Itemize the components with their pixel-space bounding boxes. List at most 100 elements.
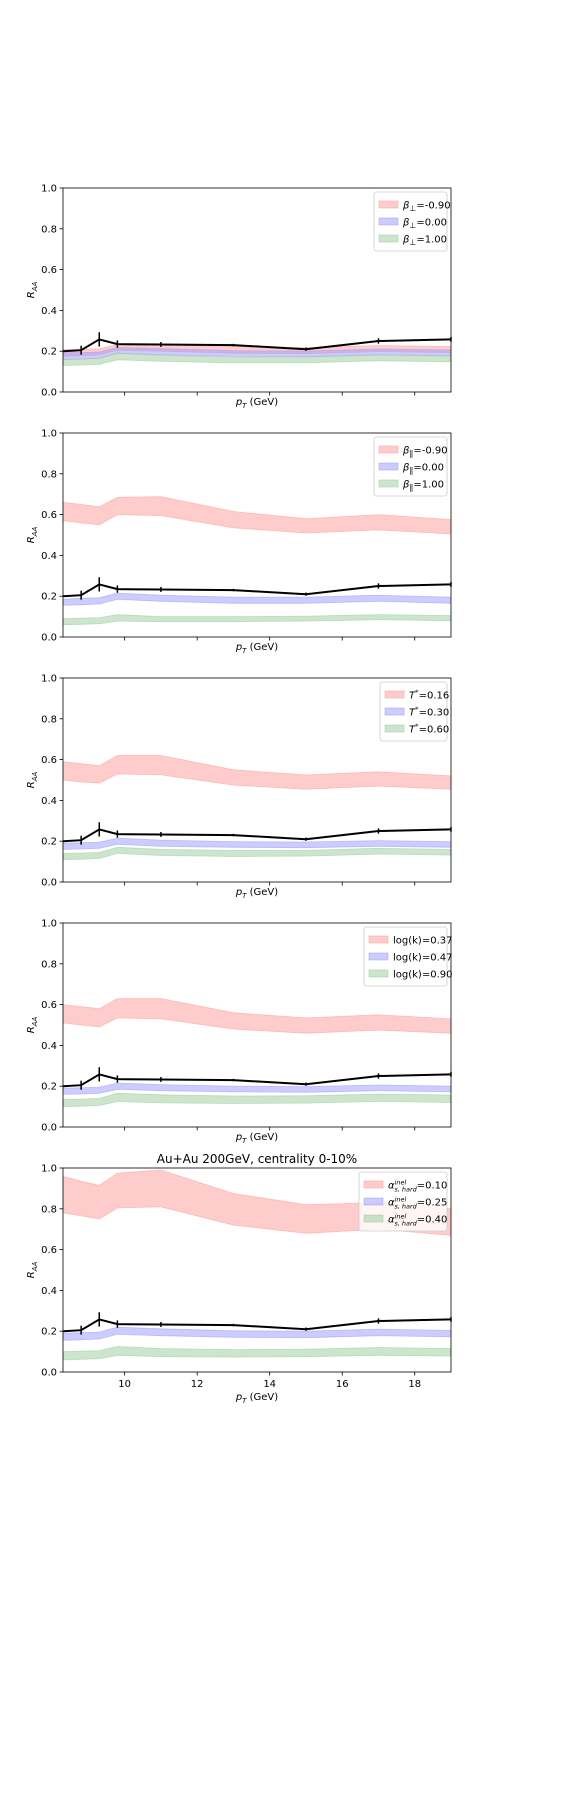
legend-entry: log(k)=0.47	[393, 953, 452, 964]
band-1	[63, 1169, 451, 1236]
legend-swatch	[368, 952, 389, 961]
band-2	[63, 592, 451, 606]
x-axis-label: pT (GeV)	[235, 397, 278, 410]
y-axis-label: RAA	[26, 772, 39, 789]
y-tick-label: 1.0	[41, 1164, 57, 1175]
band-2	[63, 1082, 451, 1095]
y-tick-label: 1.0	[41, 919, 57, 930]
legend-swatch	[378, 445, 399, 454]
y-tick-label: 0.6	[41, 265, 57, 276]
y-tick-label: 0.6	[41, 1245, 57, 1256]
x-axis-label: pT (GeV)	[235, 887, 278, 900]
subplot-4: 0.0 0.2 0.4 0.6 0.8 1.0 pT (GeV) RAA log(k)=0.37…	[26, 919, 452, 1146]
y-tick-label: 0.2	[41, 837, 57, 848]
legend-entry: β∥=-0.90	[402, 446, 448, 459]
y-axis-label: RAA	[26, 1262, 39, 1279]
legend-entry: β∥=1.00	[402, 480, 444, 493]
legend-swatch	[363, 1214, 384, 1223]
y-tick-label: 1.0	[41, 674, 57, 685]
axes-frame	[62, 1167, 452, 1373]
legend-entry: αinel s, hard=0.10	[388, 1179, 447, 1194]
y-tick-label: 0.6	[41, 755, 57, 766]
legend: β⊥=-0.90 β⊥=0.00 β⊥=1.00	[373, 191, 451, 252]
y-axis-label: RAA	[26, 282, 39, 299]
y-tick-label: 1.0	[41, 184, 57, 195]
y-axis-label: RAA	[26, 1017, 39, 1034]
legend-entry: T*=0.30	[409, 706, 449, 719]
legend: log(k)=0.37 log(k)=0.47 log(k)=0.90	[363, 926, 452, 987]
chart-title: Au+Au 200GeV, centrality 0-10%	[157, 1152, 357, 1166]
x-tick-label: 16	[336, 1379, 349, 1390]
legend-swatch	[378, 217, 399, 226]
band-3	[63, 352, 451, 366]
legend: β∥=-0.90 β∥=0.00 β∥=1.00	[373, 436, 448, 497]
legend-swatch	[378, 462, 399, 471]
y-tick-label: 0.6	[41, 510, 57, 521]
legend: T*=0.16 T*=0.30 T*=0.60	[379, 681, 449, 742]
y-tick-label: 0.4	[41, 1041, 57, 1052]
y-tick-label: 0.8	[41, 1204, 57, 1215]
legend-entry: β∥=0.00	[402, 463, 444, 476]
legend-swatch	[384, 707, 405, 716]
band-3	[63, 614, 451, 626]
band-3	[63, 1346, 451, 1361]
axes-frame	[62, 432, 452, 638]
band-1	[63, 755, 451, 790]
legend-entry: β⊥=-0.90	[402, 201, 451, 214]
y-tick-label: 0.4	[41, 551, 57, 562]
y-tick-label: 0.2	[41, 347, 57, 358]
legend-swatch	[378, 234, 399, 243]
axes-frame	[62, 677, 452, 883]
subplot-5: 0.0 0.2 0.4 0.6 0.8 1.0 10 12 14 16 18 pT (GeV) RAA A…	[26, 1152, 452, 1405]
y-tick-label: 0.8	[41, 959, 57, 970]
legend-swatch	[368, 935, 389, 944]
y-tick-label: 0.8	[41, 224, 57, 235]
band-3	[63, 846, 451, 861]
legend-swatch	[378, 479, 399, 488]
x-tick-label: 14	[263, 1379, 276, 1390]
x-tick-label: 18	[408, 1379, 421, 1390]
band-3	[63, 1092, 451, 1108]
y-tick-label: 0.4	[41, 796, 57, 807]
legend-swatch	[378, 200, 399, 209]
band-1	[63, 998, 451, 1034]
legend-entry: log(k)=0.90	[393, 970, 452, 981]
legend-swatch	[363, 1180, 384, 1189]
subplot-1: 0.00.20.40.60.81.0pT (GeV)RAAβ⊥=-0.90β⊥=…	[26, 184, 452, 410]
x-tick-label: 12	[191, 1379, 204, 1390]
legend-entry: T*=0.16	[409, 689, 449, 702]
y-tick-label: 0.0	[41, 878, 57, 889]
legend-swatch	[384, 690, 405, 699]
legend-entry: T*=0.60	[409, 723, 449, 736]
legend: αinel s, hard=0.10 αinel s, hard=0.25 αinel s…	[358, 1171, 447, 1232]
y-tick-label: 0.6	[41, 1000, 57, 1011]
y-tick-label: 0.4	[41, 306, 57, 317]
y-tick-label: 0.2	[41, 592, 57, 603]
legend-swatch	[368, 969, 389, 978]
y-tick-label: 0.0	[41, 388, 57, 399]
legend-swatch	[363, 1197, 384, 1206]
legend-entry: β⊥=1.00	[402, 235, 447, 248]
y-tick-label: 0.0	[41, 1123, 57, 1134]
x-axis-label: pT (GeV)	[235, 1132, 278, 1145]
y-tick-label: 0.2	[41, 1327, 57, 1338]
x-axis-label: pT (GeV)	[235, 1392, 278, 1405]
x-tick-label: 10	[118, 1379, 131, 1390]
legend-entry: αinel s, hard=0.25	[388, 1196, 447, 1211]
y-tick-label: 0.2	[41, 1082, 57, 1093]
band-2	[63, 1326, 451, 1341]
y-tick-label: 0.8	[41, 469, 57, 480]
subplot-3: 0.00.20.40.60.81.0pT (GeV)RAAT*=0.16T*=0…	[26, 674, 452, 900]
y-axis-label: RAA	[26, 527, 39, 544]
legend-entry: β⊥=0.00	[402, 218, 447, 231]
band-1	[63, 496, 451, 535]
y-tick-label: 0.0	[41, 633, 57, 644]
y-tick-label: 0.0	[41, 1368, 57, 1379]
x-axis-label: pT (GeV)	[235, 642, 278, 655]
legend-entry: αinel s, hard=0.40	[388, 1213, 447, 1228]
legend-swatch	[384, 724, 405, 733]
band-2	[63, 837, 451, 850]
legend-entry: log(k)=0.37	[393, 936, 452, 947]
subplot-2: 0.00.20.40.60.81.0pT (GeV)RAAβ∥=-0.90β∥=…	[26, 429, 452, 655]
